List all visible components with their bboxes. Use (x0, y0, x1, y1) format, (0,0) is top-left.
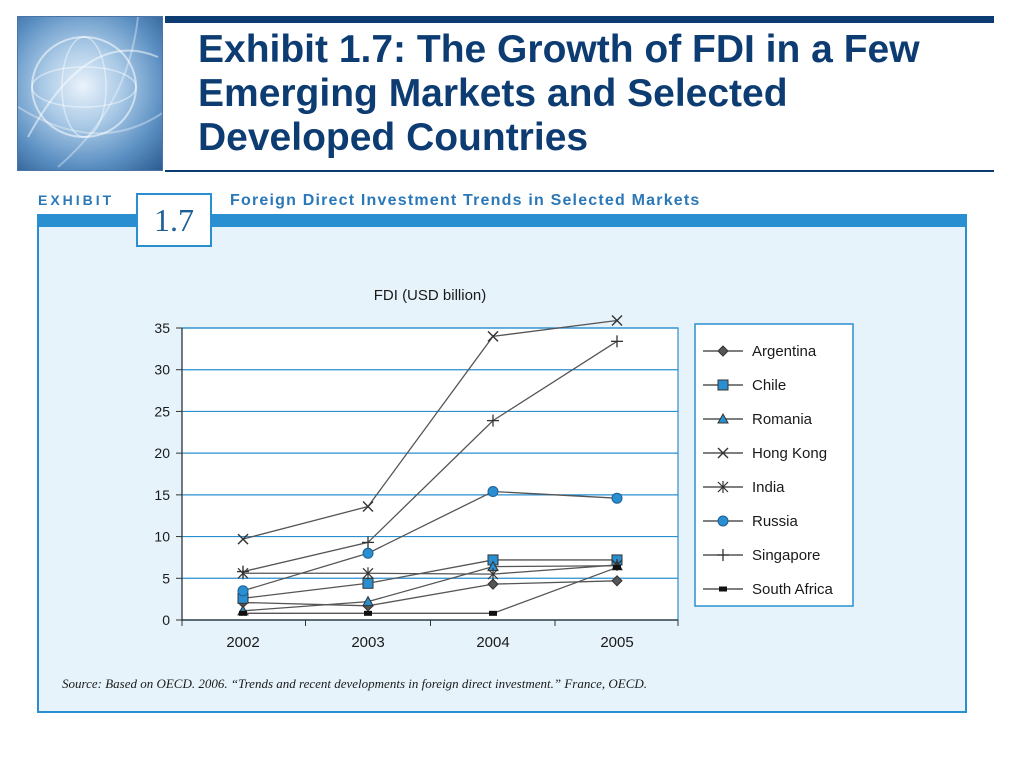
exhibit-header-bar (37, 214, 967, 227)
x-tick-label: 2004 (476, 634, 509, 651)
data-point (237, 565, 249, 578)
legend-label: Hong Kong (752, 445, 827, 462)
series-lines (237, 314, 623, 616)
y-tick-label: 30 (154, 362, 170, 378)
legend-item: Russia (703, 513, 799, 530)
legend-box (694, 323, 854, 607)
data-point (487, 568, 499, 581)
legend-item: South Africa (703, 581, 834, 598)
x-tick-label: 2002 (226, 634, 259, 651)
data-point (362, 536, 374, 549)
series-line-singapore (242, 340, 618, 573)
data-point (237, 533, 249, 545)
legend-item: Romania (703, 411, 813, 428)
fdi-line-chart: FDI (USD billion) 0 5 10 15 20 25 30 35 2002 2003… (154, 287, 854, 651)
legend-label: Singapore (752, 547, 820, 564)
x-tick-label: 2003 (351, 634, 384, 651)
top-rule (165, 16, 994, 23)
title-underline (165, 170, 994, 172)
series-line-south-africa (243, 566, 618, 614)
data-point (239, 610, 247, 616)
data-point (489, 610, 497, 616)
legend-item: Argentina (703, 343, 817, 360)
gridlines (181, 327, 679, 621)
data-point (717, 379, 729, 391)
data-point (362, 547, 374, 559)
series-hong-kong (237, 314, 623, 545)
data-point (362, 595, 374, 607)
axes: 0 5 10 15 20 25 30 35 2002 2003 2004 2005 (154, 320, 679, 651)
data-point (487, 486, 499, 498)
x-tick-label: 2005 (600, 634, 633, 651)
data-point (717, 447, 729, 459)
legend-label: India (752, 479, 785, 496)
data-point (611, 492, 623, 504)
data-point (362, 577, 374, 589)
exhibit-number: 1.7 (136, 193, 212, 247)
data-point (719, 586, 727, 592)
data-point (717, 481, 729, 493)
y-tick-label: 0 (162, 612, 170, 628)
data-point (487, 578, 499, 590)
legend-label: Chile (752, 377, 786, 394)
legend-label: Russia (752, 513, 799, 530)
data-point (717, 549, 729, 561)
exhibit-label: EXHIBIT (38, 192, 115, 208)
legend-label: South Africa (752, 581, 834, 598)
legend-item: Chile (703, 377, 786, 394)
y-tick-label: 15 (154, 487, 170, 503)
data-point (487, 414, 499, 427)
series-south-africa (239, 564, 621, 616)
legend: Argentina Chile Romania Hong Kong India Russi… (694, 323, 854, 607)
data-point (717, 515, 729, 527)
legend-item: India (703, 479, 785, 496)
y-tick-label: 20 (154, 445, 170, 461)
data-point (364, 610, 372, 616)
data-point (487, 330, 499, 342)
data-point (362, 501, 374, 513)
y-tick-label: 10 (154, 529, 170, 545)
data-point (611, 335, 623, 348)
globe-logo-image (17, 16, 163, 171)
data-point (611, 314, 623, 326)
y-tick-label: 35 (154, 320, 170, 336)
series-line-chile (242, 559, 617, 599)
series-line-argentina (242, 580, 618, 607)
series-line-hong-kong (242, 319, 618, 540)
legend-label: Argentina (752, 343, 817, 360)
legend-item: Singapore (703, 547, 820, 564)
data-point (717, 345, 729, 357)
series-russia (237, 486, 623, 597)
data-point (717, 412, 729, 424)
slide-title: Exhibit 1.7: The Growth of FDI in a Few … (198, 28, 920, 159)
legend-label: Romania (752, 411, 813, 428)
data-point (362, 567, 374, 580)
plot-area (181, 327, 679, 621)
series-singapore (237, 335, 623, 578)
y-tick-label: 5 (162, 570, 170, 586)
source-note: Source: Based on OECD. 2006. “Trends and… (62, 676, 648, 691)
y-tick-label: 25 (154, 403, 170, 419)
data-point (613, 564, 621, 570)
series-line-india (243, 564, 618, 575)
series-line-romania (242, 565, 618, 612)
chart-title: FDI (USD billion) (374, 287, 487, 304)
data-point (611, 575, 623, 587)
data-point (237, 585, 249, 597)
exhibit-caption: Foreign Direct Investment Trends in Sele… (230, 192, 701, 209)
legend-item: Hong Kong (703, 445, 827, 462)
series-line-russia (242, 490, 618, 592)
